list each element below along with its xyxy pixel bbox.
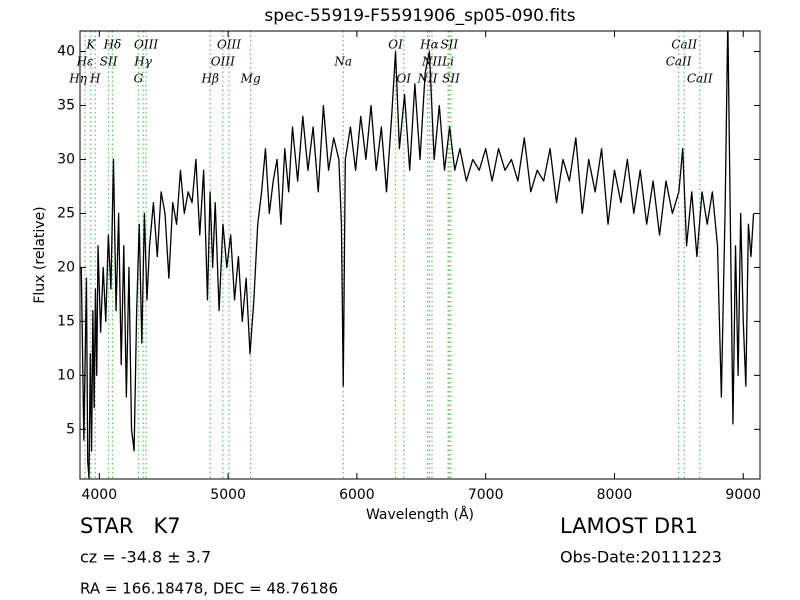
x-tick-label: 5000 — [210, 487, 246, 503]
spectral-line-label: OIII — [217, 38, 241, 52]
obs-date: Obs-Date:20111223 — [560, 548, 722, 567]
coordinates: RA = 166.18478, DEC = 48.76186 — [80, 580, 338, 598]
spectral-line-label: NII — [416, 72, 437, 86]
y-tick-label: 5 — [66, 421, 75, 437]
survey: LAMOST DR1 — [560, 514, 698, 538]
y-tick-label: 15 — [57, 313, 75, 329]
spectral-line-label: CaII — [671, 38, 697, 52]
spectral-line-label: Na — [333, 55, 352, 69]
spectral-line-label: NII — [421, 55, 442, 69]
spectral-line-label: H — [89, 72, 101, 86]
x-tick-label: 9000 — [725, 487, 761, 503]
chart-title: spec-55919-F5591906_sp05-090.fits — [264, 6, 575, 26]
y-tick-label: 30 — [57, 151, 75, 167]
spectral-line-label: Mg — [240, 72, 261, 86]
y-tick-label: 35 — [57, 97, 75, 113]
x-tick-label: 8000 — [597, 487, 633, 503]
spectral-line-label: SII — [440, 38, 458, 52]
spectral-line-label: K — [85, 38, 96, 52]
spectral-line-label: Hδ — [103, 38, 122, 52]
spectral-line-label: SII — [100, 55, 118, 69]
spectral-line-label: Hα — [419, 38, 439, 52]
spectrum-line — [80, 31, 755, 479]
x-tick-label: 6000 — [339, 487, 375, 503]
y-tick-label: 40 — [57, 44, 75, 60]
spectral-line-label: CaII — [687, 72, 713, 86]
spectral-line-label: OI — [388, 38, 403, 52]
y-tick-label: 25 — [57, 205, 75, 221]
redshift: cz = -34.8 ± 3.7 — [80, 548, 211, 567]
spectral-line-label: OIII — [134, 38, 158, 52]
spectral-line-label: CaII — [666, 55, 692, 69]
spectral-line-label: OIII — [211, 55, 235, 69]
y-tick-label: 10 — [57, 367, 75, 383]
y-tick-label: 20 — [57, 259, 75, 275]
spectral-line-label: Hγ — [133, 55, 152, 69]
object-class: STAR K7 — [80, 514, 181, 538]
spectral-line-label: OI — [396, 72, 411, 86]
spectral-line-label: Hη — [68, 72, 87, 86]
x-tick-label: 7000 — [468, 487, 504, 503]
plot-frame — [79, 30, 761, 480]
spectral-line-label: Li — [441, 55, 454, 69]
x-tick-label: 4000 — [81, 487, 117, 503]
y-axis-label: Flux (relative) — [32, 206, 48, 303]
spectral-line-label: G — [134, 72, 144, 86]
spectral-line-label: SII — [442, 72, 460, 86]
spectral-line-label: Hβ — [201, 72, 219, 86]
x-axis-label: Wavelength (Å) — [366, 506, 474, 523]
spectral-line-label: Hε — [76, 55, 94, 69]
